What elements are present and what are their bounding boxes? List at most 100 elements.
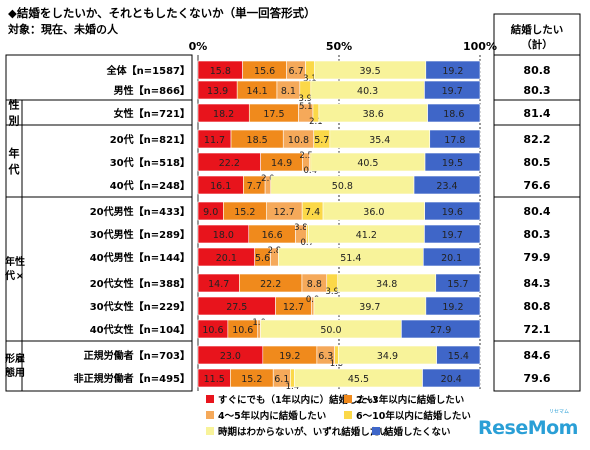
data-label-r2-s5: 18.6 xyxy=(443,109,464,120)
data-label-r3-s1: 18.5 xyxy=(247,135,268,146)
group-label-1: 性別 xyxy=(8,98,20,128)
data-label-r11-s4: 50.0 xyxy=(320,325,341,336)
data-label-r13-s0: 11.5 xyxy=(204,374,225,385)
data-label-r6-s5: 19.6 xyxy=(442,207,463,218)
bar-r7-s5 xyxy=(424,224,481,244)
row-total-2: 81.4 xyxy=(523,107,550,120)
data-label-r13-s3: 1.4 xyxy=(286,382,300,392)
data-label-r0-s1: 15.6 xyxy=(254,66,275,77)
data-label-r4-s2: 2.5 xyxy=(299,151,313,161)
row-label-9: 20代女性【n=388】 xyxy=(90,277,190,290)
data-label-r6-s1: 15.2 xyxy=(234,207,255,218)
data-label-r4-s4: 40.5 xyxy=(357,158,378,169)
data-label-r7-s3: 0.7 xyxy=(301,238,315,248)
group-label-3: 性×年代 xyxy=(4,255,25,282)
data-label-r7-s5: 19.7 xyxy=(442,230,463,241)
data-label-r10-s5: 19.2 xyxy=(442,302,463,313)
bar-r10-s5 xyxy=(425,296,481,316)
data-label-r9-s4: 34.8 xyxy=(376,279,397,290)
data-label-r0-s3: 3.1 xyxy=(303,74,317,84)
row-total-9: 84.3 xyxy=(523,277,550,290)
data-label-r13-s2: 6.1 xyxy=(274,374,289,385)
data-label-r9-s3: 3.9 xyxy=(325,287,339,297)
data-label-r0-s5: 19.2 xyxy=(442,66,463,77)
data-label-r4-s1: 14.9 xyxy=(271,158,292,169)
row-total-10: 80.8 xyxy=(523,300,550,313)
row-total-3: 82.2 xyxy=(523,133,550,146)
row-label-11: 40代女性【n=104】 xyxy=(90,323,190,336)
row-label-13: 非正規労働者【n=495】 xyxy=(74,372,190,385)
data-label-r1-s3: 3.9 xyxy=(299,94,313,104)
row-label-frame xyxy=(5,54,193,392)
data-label-r4-s0: 22.2 xyxy=(219,158,240,169)
data-label-r1-s1: 14.1 xyxy=(247,86,268,97)
data-label-r5-s0: 16.1 xyxy=(210,181,231,192)
total-column-frame xyxy=(493,13,581,392)
data-label-r3-s2: 10.8 xyxy=(288,135,309,146)
data-label-r2-s2: 5.1 xyxy=(299,102,313,112)
data-label-r8-s1: 5.6 xyxy=(255,253,270,264)
data-label-r7-s1: 16.6 xyxy=(262,230,283,241)
row-label-6: 20代男性【n=433】 xyxy=(90,205,190,218)
data-label-r12-s1: 19.2 xyxy=(279,351,300,362)
legend-swatch-5 xyxy=(372,427,380,435)
page-subtitle: 対象：現在、未婚の人 xyxy=(8,23,118,36)
data-label-r12-s5: 15.4 xyxy=(448,351,469,362)
data-label-r8-s0: 20.1 xyxy=(216,253,237,264)
legend-swatch-4 xyxy=(206,427,214,435)
group-label-4: 雇用形態 xyxy=(5,352,25,379)
row-total-12: 84.6 xyxy=(523,349,550,362)
data-label-r9-s5: 15.7 xyxy=(447,279,468,290)
data-label-r0-s2: 6.7 xyxy=(289,66,304,77)
data-label-r12-s3: 1.3 xyxy=(330,359,344,369)
data-label-r1-s2: 8.1 xyxy=(281,86,296,97)
data-label-r0-s0: 15.8 xyxy=(210,66,231,77)
data-label-r9-s1: 22.2 xyxy=(260,279,281,290)
data-label-r5-s1: 7.7 xyxy=(247,181,262,192)
data-label-r5-s5: 23.4 xyxy=(436,181,457,192)
watermark-ruby: リセマム xyxy=(549,409,570,415)
data-label-r8-s2: 2.8 xyxy=(268,246,282,256)
legend-label-2: 4～5年以内に結婚したい xyxy=(218,410,326,422)
row-label-2: 女性【n=721】 xyxy=(114,107,190,120)
bar-r5-s5 xyxy=(413,175,481,195)
total-header-line-1: 結婚したい xyxy=(511,23,564,36)
data-label-r10-s2: 0.9 xyxy=(306,295,320,305)
row-label-7: 30代男性【n=289】 xyxy=(90,228,190,241)
data-label-r5-s4: 50.8 xyxy=(332,181,353,192)
row-label-10: 30代女性【n=229】 xyxy=(90,300,190,313)
legend-label-0: すぐにでも（1年以内に）結婚したい xyxy=(218,394,377,406)
data-label-r9-s2: 8.8 xyxy=(307,279,322,290)
row-label-8: 40代男性【n=144】 xyxy=(90,251,190,264)
bar-r11-s5 xyxy=(401,319,481,339)
data-label-r3-s3: 5.7 xyxy=(314,135,329,146)
legend-swatch-1 xyxy=(344,395,352,403)
data-label-r13-s4: 45.5 xyxy=(348,374,369,385)
legend-swatch-0 xyxy=(206,395,214,403)
data-label-r13-s1: 15.2 xyxy=(241,374,262,385)
bar-r2-s5 xyxy=(427,103,481,123)
legend-label-3: 6～10年以内に結婚したい xyxy=(356,410,471,422)
row-total-6: 80.4 xyxy=(523,205,550,218)
data-label-r2-s0: 18.2 xyxy=(213,109,234,120)
data-label-r12-s2: 6.3 xyxy=(318,351,333,362)
watermark-logo: ReseMom xyxy=(478,417,578,439)
data-label-r2-s3: 2.1 xyxy=(309,117,323,127)
data-label-r8-s5: 20.1 xyxy=(441,253,462,264)
bar-r8-s5 xyxy=(423,247,481,267)
legend-swatch-3 xyxy=(344,411,352,419)
row-total-11: 72.1 xyxy=(523,323,550,336)
data-label-r11-s5: 27.9 xyxy=(430,325,451,336)
data-label-r1-s0: 13.9 xyxy=(207,86,228,97)
row-label-4: 30代【n=518】 xyxy=(110,156,190,169)
bar-r0-s5 xyxy=(425,60,481,80)
page-title: ◆結婚をしたいか、それともしたくないか（単一回答形式） xyxy=(8,6,316,20)
legend-label-4: 時期はわからないが、いずれ結婚したい xyxy=(218,426,389,438)
legend-swatch-2 xyxy=(206,411,214,419)
row-total-4: 80.5 xyxy=(523,156,550,169)
bar-r4-s5 xyxy=(424,152,481,172)
data-label-r1-s5: 19.7 xyxy=(442,86,463,97)
row-total-0: 80.8 xyxy=(523,64,550,77)
data-label-r1-s4: 40.3 xyxy=(357,86,378,97)
